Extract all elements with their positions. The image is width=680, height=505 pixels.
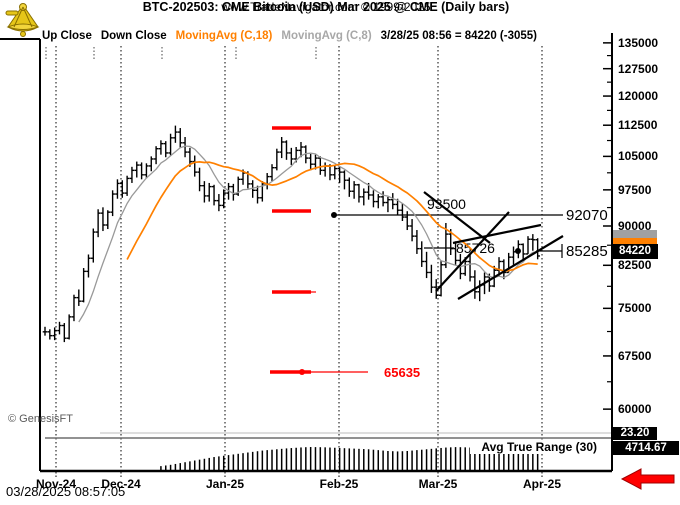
annotation-93500[interactable]: 93500 bbox=[427, 196, 466, 212]
price-bars bbox=[42, 125, 540, 343]
legend-last-quote[interactable]: 3/28/25 08:56 = 84220 (-3055) bbox=[380, 30, 537, 42]
x-axis-label-dec: Dec-24 bbox=[101, 477, 141, 491]
price-axis-label: 97500 bbox=[618, 182, 652, 197]
legend-up-close[interactable]: Up Close bbox=[42, 30, 92, 42]
x-axis-label-jan: Jan-25 bbox=[205, 477, 245, 491]
price-axis-label: 105000 bbox=[618, 149, 659, 164]
price-axis-label: 112500 bbox=[618, 118, 658, 133]
atr-value-badge: 4714.67 bbox=[613, 441, 679, 455]
price-axis-label: 127500 bbox=[618, 61, 659, 76]
legend-tick-marks bbox=[45, 47, 317, 59]
annotation-85285[interactable]: 85285 bbox=[566, 243, 608, 260]
movingavg-18-line bbox=[126, 161, 538, 272]
annotation-65635[interactable]: 65635 bbox=[384, 365, 421, 380]
flat-indicator-lines bbox=[45, 432, 611, 439]
panel-frame bbox=[39, 33, 613, 473]
price-axis-ticks bbox=[603, 42, 612, 410]
atr-histogram bbox=[160, 447, 539, 470]
legend-bar: Up Close Down Close MovingAvg (C,18) Mov… bbox=[42, 30, 537, 42]
red-level-lines bbox=[270, 126, 368, 375]
x-axis-label-feb: Feb-25 bbox=[319, 477, 359, 491]
scroll-left-arrow[interactable] bbox=[618, 464, 680, 494]
movingavg-8-line bbox=[78, 145, 538, 323]
status-timestamp: 03/28/2025 08:57:05 bbox=[6, 484, 126, 499]
last-price-badge: 84220 bbox=[612, 244, 658, 259]
x-axis-label-mar: Mar-25 bbox=[418, 477, 458, 491]
x-axis-label-nov: Nov-24 bbox=[35, 477, 76, 491]
genesis-copyright: © GenesisFT bbox=[8, 413, 73, 425]
trendlines bbox=[423, 191, 564, 300]
genesis-logo-icon bbox=[5, 3, 40, 37]
legend-movingavg-18[interactable]: MovingAvg (C,18) bbox=[175, 30, 273, 42]
chart-subtitle: www.TradeNavigator.com © 1999-2025 bbox=[221, 0, 431, 14]
price-axis-label: 120000 bbox=[618, 89, 659, 104]
legend-movingavg-8[interactable]: MovingAvg (C,8) bbox=[281, 30, 372, 42]
chart-title: BTC-202503: CME Bitcoin (USD) Mar 2025 @… bbox=[142, 0, 510, 14]
price-axis-label: 60000 bbox=[618, 402, 652, 417]
price-axis-label: 90000 bbox=[618, 219, 652, 233]
top-frame-segment bbox=[0, 38, 40, 40]
price-axis-label: 75000 bbox=[618, 301, 652, 316]
legend-down-close[interactable]: Down Close bbox=[100, 30, 167, 42]
indicator-value-badge: 23.20 bbox=[613, 427, 657, 440]
price-axis-label: 135000 bbox=[618, 35, 659, 50]
x-axis-label-apr: Apr-25 bbox=[522, 477, 561, 491]
price-axis-label: 82500 bbox=[618, 258, 652, 273]
annotation-92070[interactable]: 92070 bbox=[566, 207, 608, 224]
atr-panel-label: Avg True Range (30) bbox=[470, 440, 598, 454]
price-axis-label: 67500 bbox=[618, 348, 652, 363]
month-gridlines bbox=[55, 46, 543, 479]
